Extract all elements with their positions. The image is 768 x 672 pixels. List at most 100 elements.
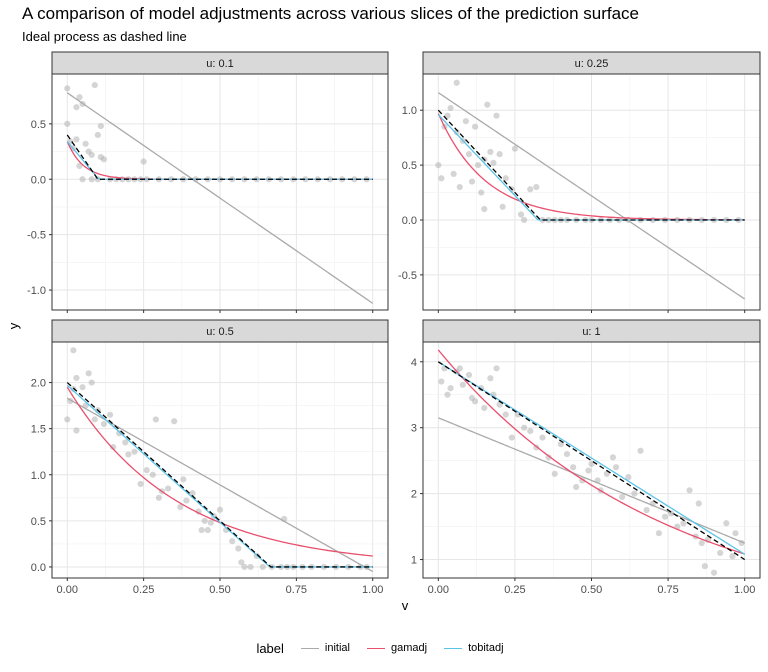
data-point	[563, 450, 571, 458]
data-point	[732, 530, 739, 537]
data-point	[70, 385, 77, 393]
data-point	[91, 416, 98, 423]
series-lines	[66, 382, 374, 573]
data-point	[85, 370, 92, 377]
data-point	[438, 378, 445, 385]
data-point	[97, 122, 104, 130]
data-point	[238, 559, 245, 566]
data-point	[152, 416, 159, 423]
ideal-process-line	[437, 361, 746, 561]
data-point	[643, 507, 650, 514]
data-point	[456, 183, 463, 191]
data-point	[204, 526, 211, 534]
data-point	[189, 490, 196, 497]
data-point	[637, 447, 644, 454]
data-point	[487, 375, 494, 382]
y-tick-label: 0.5	[402, 160, 417, 172]
data-point	[710, 569, 718, 576]
data-point	[207, 519, 214, 526]
data-point	[444, 391, 451, 398]
y-tick-label: 1	[411, 555, 417, 567]
y-axis-title: y	[6, 322, 21, 329]
x-axis-title: v	[402, 598, 409, 613]
legend-key-gamadj	[366, 640, 386, 656]
data-point	[484, 101, 491, 108]
data-point	[729, 553, 736, 560]
x-tick-label: 0.50	[209, 584, 230, 596]
data-point	[493, 112, 500, 119]
legend-label-initial: initial	[324, 642, 350, 654]
data-point	[502, 175, 509, 182]
data-point	[698, 539, 705, 547]
y-tick-label: 3	[411, 423, 417, 435]
chart-subtitle: Ideal process as dashed line	[22, 29, 187, 44]
series-line-initial	[437, 92, 746, 300]
y-tick-label: -0.5	[27, 230, 46, 242]
data-point	[100, 156, 108, 163]
data-point	[493, 365, 500, 372]
ideal-process-line	[66, 382, 373, 568]
data-point	[125, 451, 132, 458]
x-tick-label: 0.75	[657, 584, 678, 596]
y-tick-label: 0.5	[31, 516, 46, 528]
y-tick-label: 0.0	[402, 215, 417, 227]
data-point	[73, 136, 80, 143]
facet-strip-label: u: 0.25	[575, 58, 609, 70]
data-point	[511, 145, 519, 152]
data-point	[453, 129, 460, 136]
x-tick-label: 0.25	[133, 584, 154, 596]
data-point	[88, 176, 95, 183]
legend-item-tobitadj: tobitadj	[443, 640, 504, 656]
y-tick-label: 1.0	[402, 105, 417, 117]
y-tick-label: -0.5	[398, 270, 417, 282]
data-point	[73, 427, 80, 434]
data-point	[183, 497, 190, 504]
facet-panel-0: u: 0.1 0.5 0.0 -0.5 -1.0	[27, 51, 389, 313]
data-point	[723, 520, 730, 527]
data-point	[79, 176, 86, 183]
data-point	[100, 420, 108, 428]
data-point	[625, 474, 632, 481]
faceted-line-chart: u: 0.1 0.5 0.0 -0.5 -1.0 u: 0.25 1.0 0.5 0.0 -0.5…	[6, 51, 761, 613]
y-tick-label: -1.0	[27, 285, 46, 297]
data-point	[490, 159, 497, 167]
data-point	[612, 464, 620, 471]
data-point	[180, 476, 187, 483]
data-point	[241, 563, 248, 571]
data-point	[481, 205, 488, 213]
data-point	[94, 131, 101, 139]
series-lines	[66, 92, 374, 304]
y-tick-label: 4	[411, 357, 417, 369]
series-line-initial	[66, 397, 374, 573]
data-point	[76, 94, 83, 101]
y-tick-label: 2.0	[31, 378, 46, 390]
legend: label initial gamadj tobitadj	[0, 636, 768, 660]
data-point	[527, 427, 534, 435]
data-point	[164, 485, 172, 492]
data-point	[435, 162, 442, 169]
legend-item-gamadj: gamadj	[366, 640, 427, 656]
y-tick-label: 1.0	[31, 470, 46, 482]
data-point	[499, 203, 506, 210]
data-point	[149, 471, 156, 478]
data-point	[539, 434, 546, 441]
data-point	[137, 480, 144, 488]
data-point	[64, 85, 71, 92]
x-tick-label: 1.00	[362, 584, 383, 596]
data-point	[517, 211, 525, 218]
y-tick-label: 0.0	[31, 174, 46, 186]
data-point	[462, 118, 469, 125]
x-tick-label: 0.50	[581, 584, 602, 596]
data-point	[82, 140, 89, 147]
series-line-tobitadj	[66, 384, 373, 568]
data-point	[73, 104, 80, 111]
chart-title: A comparison of model adjustments across…	[22, 4, 640, 23]
data-point	[438, 175, 445, 182]
data-point	[631, 490, 638, 497]
data-point	[450, 170, 457, 177]
data-point	[247, 563, 254, 571]
data-point	[76, 162, 83, 170]
data-point	[661, 513, 669, 520]
data-point	[551, 470, 558, 477]
data-point	[259, 563, 266, 571]
